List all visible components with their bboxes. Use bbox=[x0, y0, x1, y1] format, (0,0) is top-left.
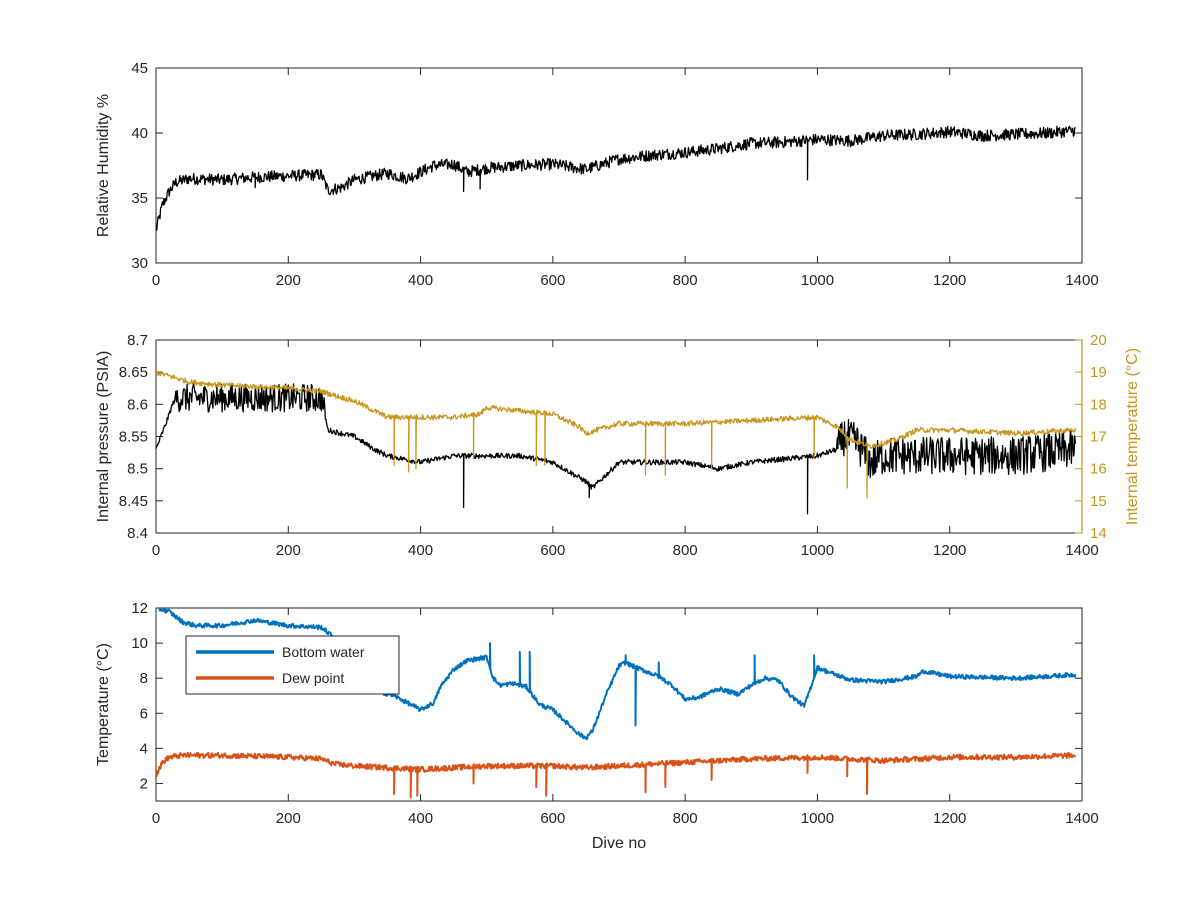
series-line-dew-point bbox=[156, 751, 1077, 799]
axes-box bbox=[155, 607, 1083, 802]
y-tick-label: 30 bbox=[131, 255, 148, 272]
y2-tick-label: 14 bbox=[1090, 525, 1107, 542]
y-tick-label: 12 bbox=[131, 600, 148, 617]
y-tick-label: 6 bbox=[140, 705, 148, 722]
x-tick-label: 1200 bbox=[933, 272, 966, 289]
y2-tick-label: 16 bbox=[1090, 461, 1107, 478]
y-tick-label: 45 bbox=[131, 60, 148, 77]
x-tick-label: 1200 bbox=[933, 542, 966, 559]
y-tick-label: 8.7 bbox=[127, 332, 148, 349]
x-tick-label: 1400 bbox=[1065, 810, 1098, 827]
legend-label: Bottom water bbox=[282, 644, 365, 660]
legend-box bbox=[185, 635, 400, 695]
x-tick-label: 200 bbox=[276, 810, 301, 827]
x-tick-label: 800 bbox=[673, 810, 698, 827]
pressure-temperature-panel: 0 200 400 600 800 1000 1200 1400 8.4 8.45 8.5 8.55 8… bbox=[95, 332, 1141, 559]
series-line-0 bbox=[156, 125, 1076, 231]
legend: Bottom water Dew point bbox=[185, 635, 400, 695]
series-line-bottom-water bbox=[156, 608, 1077, 741]
y-tick-label: 2 bbox=[140, 775, 148, 792]
x-tick-label: 800 bbox=[673, 542, 698, 559]
x-tick-label: 400 bbox=[408, 542, 433, 559]
humidity-panel: 0 200 400 600 800 1000 1200 1400 30 35 40 45 Relativ… bbox=[95, 60, 1099, 289]
series-line-left-axis bbox=[156, 383, 1077, 515]
x-tick-label: 400 bbox=[408, 810, 433, 827]
y2-tick-label: 18 bbox=[1090, 396, 1107, 413]
x-axis-label: Dive no bbox=[592, 835, 646, 852]
x-tick-label: 600 bbox=[540, 810, 565, 827]
y-tick-label: 8.45 bbox=[119, 493, 148, 510]
y2-tick-label: 20 bbox=[1090, 332, 1107, 349]
x-tick-label: 1000 bbox=[801, 272, 834, 289]
y-tick-label: 4 bbox=[140, 740, 148, 757]
y-tick-label: 8.5 bbox=[127, 461, 148, 478]
x-tick-label: 1400 bbox=[1065, 542, 1098, 559]
x-tick-label: 200 bbox=[276, 542, 301, 559]
y2-tick-label: 17 bbox=[1090, 429, 1107, 446]
x-tick-label: 0 bbox=[152, 542, 160, 559]
y-tick-label: 10 bbox=[131, 635, 148, 652]
x-tick-label: 1200 bbox=[933, 810, 966, 827]
y-tick-label: 8.65 bbox=[119, 364, 148, 381]
x-tick-label: 600 bbox=[540, 272, 565, 289]
y2-tick-label: 15 bbox=[1090, 493, 1107, 510]
series-line-right-axis bbox=[156, 370, 1077, 499]
axes-box bbox=[155, 67, 1083, 264]
y-tick-label: 8 bbox=[140, 670, 148, 687]
y2-tick-label: 19 bbox=[1090, 364, 1107, 381]
y-tick-label: 35 bbox=[131, 190, 148, 207]
x-tick-label: 1400 bbox=[1065, 272, 1098, 289]
y-tick-label: 8.6 bbox=[127, 396, 148, 413]
y-tick-label: 8.4 bbox=[127, 525, 148, 542]
x-tick-label: 0 bbox=[152, 810, 160, 827]
y-axis-label: Relative Humidity % bbox=[95, 94, 112, 237]
y-tick-label: 40 bbox=[131, 125, 148, 142]
x-tick-label: 600 bbox=[540, 542, 565, 559]
x-tick-label: 1000 bbox=[801, 542, 834, 559]
axes-box bbox=[155, 339, 1083, 534]
bottom-water-dew-point-panel: 0 200 400 600 800 1000 1200 1400 2 4 6 8 10 12 Tempera… bbox=[95, 600, 1099, 852]
legend-label: Dew point bbox=[282, 670, 344, 686]
x-tick-label: 200 bbox=[276, 272, 301, 289]
x-tick-label: 0 bbox=[152, 272, 160, 289]
x-tick-label: 400 bbox=[408, 272, 433, 289]
y-axis-label: Temperature (°C) bbox=[95, 643, 112, 766]
y-tick-label: 8.55 bbox=[119, 429, 148, 446]
y-axis-label: Internal pressure (PSIA) bbox=[95, 351, 112, 523]
x-tick-label: 1000 bbox=[801, 810, 834, 827]
y2-axis-label: Internal temperature (°C) bbox=[1124, 348, 1141, 525]
x-tick-label: 800 bbox=[673, 272, 698, 289]
